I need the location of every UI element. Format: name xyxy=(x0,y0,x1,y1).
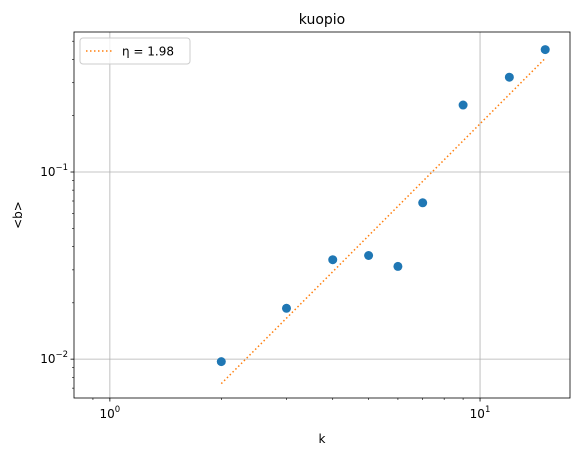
data-point xyxy=(458,100,468,110)
data-point xyxy=(418,198,428,208)
legend-fit-label: η = 1.98 xyxy=(122,45,174,59)
y-tick-label: 10−2 xyxy=(40,350,68,366)
data-point xyxy=(364,250,374,260)
y-axis-label: <b> xyxy=(11,201,25,229)
x-tick-labels: 100 101 xyxy=(100,405,491,421)
fit-line xyxy=(220,57,546,385)
legend-box xyxy=(79,37,191,65)
data-point xyxy=(281,303,291,313)
x-tick-label: 100 xyxy=(100,405,121,421)
data-point xyxy=(540,45,550,55)
legend: η = 1.98 xyxy=(79,37,191,65)
y-tick-labels: 10−2 10−1 xyxy=(40,163,68,366)
chart-title: kuopio xyxy=(299,12,345,28)
x-axis-label: k xyxy=(319,432,326,446)
data-point xyxy=(328,255,338,265)
data-point xyxy=(216,357,226,367)
data-point xyxy=(393,261,403,271)
minor-ticks xyxy=(72,40,464,400)
x-tick-label: 101 xyxy=(470,405,491,421)
fit-layer xyxy=(220,57,546,385)
data-point xyxy=(504,72,514,82)
points-layer xyxy=(216,45,550,367)
plot-frame xyxy=(73,31,571,399)
grid-lines xyxy=(74,32,570,398)
major-ticks xyxy=(70,171,481,402)
y-tick-label: 10−1 xyxy=(40,163,68,179)
